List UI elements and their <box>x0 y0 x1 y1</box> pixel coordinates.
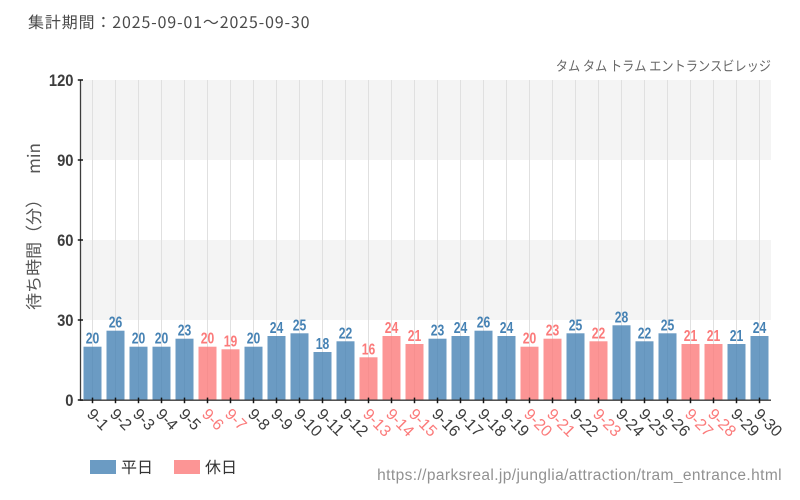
svg-text:22: 22 <box>339 325 353 342</box>
svg-text:20: 20 <box>155 331 169 348</box>
svg-text:25: 25 <box>293 317 307 334</box>
svg-text:24: 24 <box>500 320 514 337</box>
svg-text:20: 20 <box>201 331 215 348</box>
svg-text:21: 21 <box>684 328 698 345</box>
svg-text:20: 20 <box>523 331 537 348</box>
svg-text:23: 23 <box>178 323 192 340</box>
svg-text:25: 25 <box>661 317 675 334</box>
svg-text:60: 60 <box>57 231 73 250</box>
svg-text:22: 22 <box>592 325 606 342</box>
svg-text:30: 30 <box>57 311 73 330</box>
svg-text:23: 23 <box>431 323 445 340</box>
svg-text:20: 20 <box>86 331 100 348</box>
svg-text:90: 90 <box>57 151 73 170</box>
svg-text:20: 20 <box>132 331 146 348</box>
svg-text:120: 120 <box>49 71 74 90</box>
svg-text:21: 21 <box>730 328 744 345</box>
svg-text:21: 21 <box>707 328 721 345</box>
svg-text:https://parksreal.jp/junglia/a: https://parksreal.jp/junglia/attraction/… <box>377 467 782 484</box>
svg-text:0: 0 <box>65 391 73 410</box>
svg-text:16: 16 <box>362 341 376 358</box>
svg-text:24: 24 <box>270 320 284 337</box>
svg-text:26: 26 <box>477 315 491 332</box>
svg-text:23: 23 <box>546 323 560 340</box>
svg-text:18: 18 <box>316 336 330 353</box>
svg-text:28: 28 <box>615 309 629 326</box>
svg-text:21: 21 <box>408 328 422 345</box>
svg-text:24: 24 <box>385 320 399 337</box>
svg-text:20: 20 <box>247 331 261 348</box>
svg-text:22: 22 <box>638 325 652 342</box>
svg-text:26: 26 <box>109 315 123 332</box>
svg-text:24: 24 <box>454 320 468 337</box>
svg-text:19: 19 <box>224 333 238 350</box>
svg-text:25: 25 <box>569 317 583 334</box>
svg-text:24: 24 <box>753 320 767 337</box>
